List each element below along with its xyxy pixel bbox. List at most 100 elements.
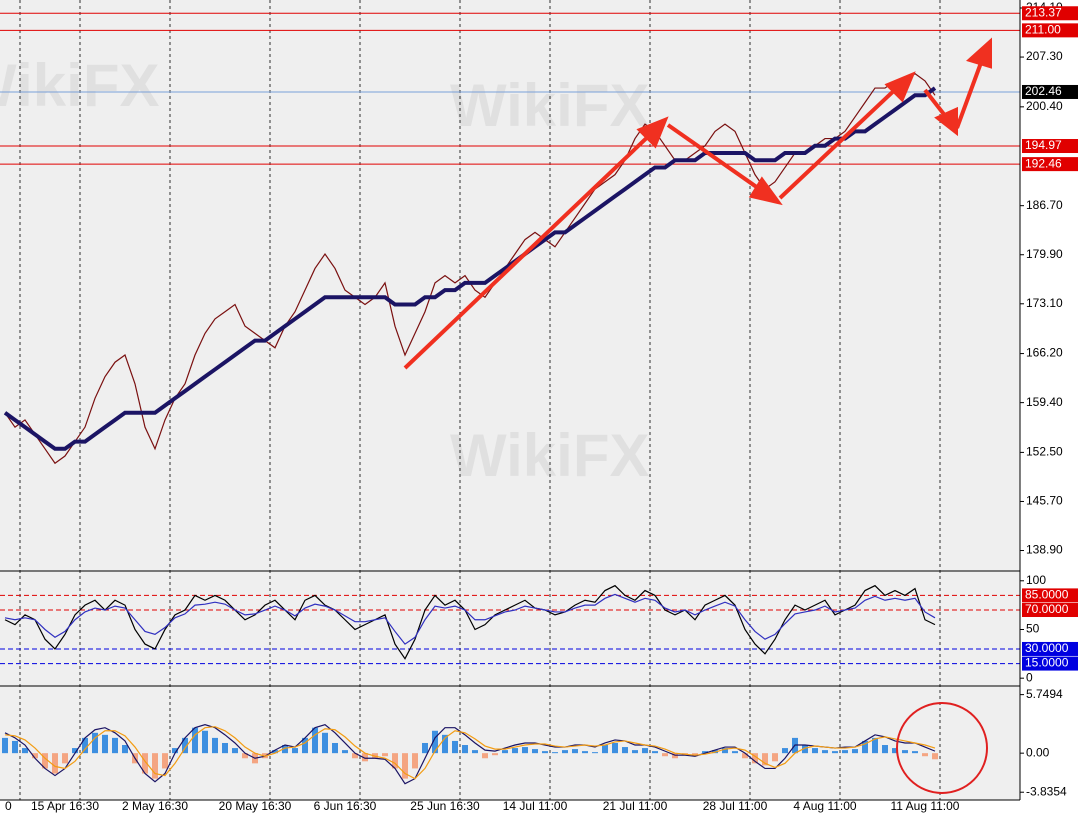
series-line (4, 726, 936, 780)
y-tick-label: -3.8354 (1026, 784, 1067, 798)
histogram-bar (922, 753, 928, 757)
histogram-bar (782, 748, 788, 754)
y-tick-label: 173.10 (1026, 296, 1063, 310)
histogram-bar (772, 753, 778, 762)
level-label-bg (1022, 23, 1078, 38)
histogram-bar (412, 753, 418, 769)
level-label-bg (1022, 588, 1078, 603)
histogram-bar (592, 752, 598, 754)
histogram-bar (752, 753, 758, 764)
y-tick-label: 5.7494 (1026, 687, 1063, 701)
histogram-bar (162, 753, 168, 769)
histogram-bar (642, 748, 648, 754)
histogram-bar (602, 745, 608, 754)
last-price-bg (1022, 84, 1078, 99)
histogram-bar (142, 753, 148, 774)
x-tick-label: 25 Jun 16:30 (410, 799, 480, 813)
histogram-bar (22, 748, 28, 754)
histogram-bar (832, 751, 838, 754)
histogram-bar (122, 745, 128, 754)
watermark: WikiFX (450, 422, 649, 489)
y-tick-label: 166.20 (1026, 346, 1063, 360)
histogram-bar (632, 750, 638, 754)
annotation-arrows (403, 37, 992, 370)
y-tick-label: 138.90 (1026, 543, 1063, 557)
histogram-bar (512, 748, 518, 754)
level-label-bg (1022, 6, 1078, 21)
histogram-bar (292, 748, 298, 754)
x-tick-label: 21 Jul 11:00 (603, 799, 668, 813)
y-tick-label: 0.00 (1026, 745, 1050, 759)
histogram-bar (822, 750, 828, 754)
histogram-bar (612, 742, 618, 754)
histogram-bar (352, 753, 358, 759)
histogram-bar (362, 753, 368, 762)
level-label-bg (1022, 603, 1078, 618)
level-label: 70.0000 (1025, 602, 1069, 616)
level-label: 213.37 (1025, 5, 1062, 19)
histogram-bar (212, 737, 218, 754)
level-label: 211.00 (1025, 23, 1061, 37)
histogram-bar (572, 749, 578, 754)
histogram-bar (302, 737, 308, 754)
histogram-bar (172, 748, 178, 754)
x-tick-label: 2 May 16:30 (122, 799, 188, 813)
histogram-bar (502, 750, 508, 754)
histogram-bar (312, 727, 318, 754)
last-price-label: 202.46 (1025, 84, 1062, 98)
histogram-bar (32, 753, 38, 759)
x-tick-label: 11 Aug 11:00 (891, 799, 960, 813)
histogram-bar (52, 753, 58, 774)
histogram-bar (702, 751, 708, 754)
histogram-bar (382, 753, 388, 757)
histogram-bar (552, 752, 558, 754)
histogram-bar (62, 753, 68, 764)
histogram-bar (42, 753, 48, 769)
x-tick-label: 4 Aug 11:00 (793, 799, 856, 813)
histogram-bar (272, 750, 278, 754)
histogram-bar (842, 750, 848, 754)
y-tick-label: 200.40 (1026, 99, 1063, 113)
x-tick-label: 28 Jul 11:00 (703, 799, 768, 813)
level-label-bg (1022, 641, 1078, 656)
histogram-bar (402, 753, 408, 779)
histogram-bar (732, 751, 738, 754)
histogram-bar (82, 737, 88, 754)
level-label: 15.0000 (1025, 656, 1069, 670)
level-label-bg (1022, 656, 1078, 671)
histogram-bar (342, 750, 348, 754)
histogram-bar (652, 751, 658, 754)
histogram-bar (542, 751, 548, 754)
series-line (3, 86, 937, 451)
histogram-bar (332, 742, 338, 754)
histogram-bar (12, 740, 18, 754)
histogram-bar (902, 750, 908, 754)
x-tick-label: 14 Jul 11:00 (503, 799, 568, 813)
histogram-bar (562, 750, 568, 754)
histogram-bar (72, 748, 78, 754)
series-line (4, 723, 936, 785)
histogram-bar (802, 745, 808, 754)
histogram-bar (812, 748, 818, 754)
histogram-bar (112, 737, 118, 754)
panel-borders (0, 0, 1021, 801)
histogram-bar (462, 745, 468, 754)
histogram-bar (472, 750, 478, 754)
histogram-bar (862, 740, 868, 754)
x-tick-label: 0 (5, 799, 12, 813)
level-label-bg (1022, 157, 1078, 172)
histogram-bar (422, 742, 428, 754)
histogram-bar (2, 737, 8, 754)
histogram-bar (532, 749, 538, 754)
level-label: 194.97 (1025, 138, 1062, 152)
histogram-bar (912, 751, 918, 754)
histogram-bar (192, 727, 198, 754)
x-tick-label: 20 May 16:30 (219, 799, 292, 813)
histogram-bar (322, 732, 328, 754)
histogram-bar (892, 748, 898, 754)
histogram-bar (102, 734, 108, 754)
y-tick-label: 159.40 (1026, 395, 1063, 409)
level-label-bg (1022, 139, 1078, 154)
histogram-bar (872, 737, 878, 754)
